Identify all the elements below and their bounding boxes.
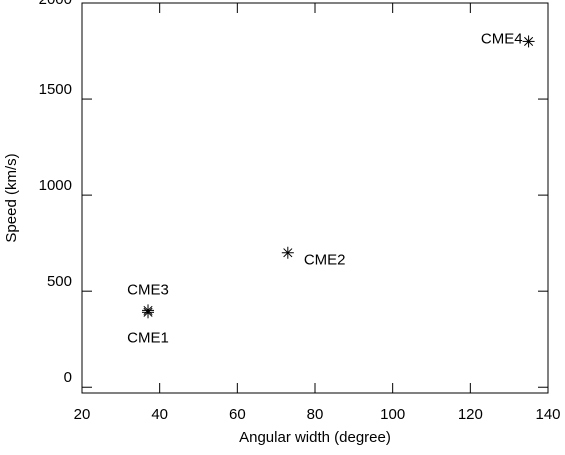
y-tick-label: 2000 bbox=[39, 0, 72, 8]
x-tick-label: 60 bbox=[229, 406, 246, 423]
point-label: CME4 bbox=[481, 30, 523, 47]
y-axis-title: Speed (km/s) bbox=[3, 153, 20, 242]
x-tick-label: 120 bbox=[458, 406, 483, 423]
point-stroke bbox=[143, 305, 153, 315]
point-label: CME2 bbox=[304, 252, 346, 269]
x-tick-label: 80 bbox=[307, 406, 324, 423]
x-tick-label: 100 bbox=[380, 406, 405, 423]
point-label: CME1 bbox=[127, 329, 169, 346]
x-tick-label: 140 bbox=[535, 406, 560, 423]
y-tick-label: 1500 bbox=[39, 81, 72, 98]
point bbox=[281, 246, 294, 259]
y-tick-label: 0 bbox=[64, 369, 72, 386]
point bbox=[142, 304, 155, 317]
x-tick-label: 40 bbox=[151, 406, 168, 423]
point-stroke bbox=[283, 248, 293, 258]
y-tick-label: 1000 bbox=[39, 177, 72, 194]
point-label: CME3 bbox=[127, 281, 169, 298]
x-axis-title: Angular width (degree) bbox=[239, 429, 391, 446]
y-tick-label: 500 bbox=[47, 273, 72, 290]
x-tick-label: 20 bbox=[74, 406, 91, 423]
point-stroke bbox=[524, 36, 534, 46]
point bbox=[522, 35, 535, 48]
